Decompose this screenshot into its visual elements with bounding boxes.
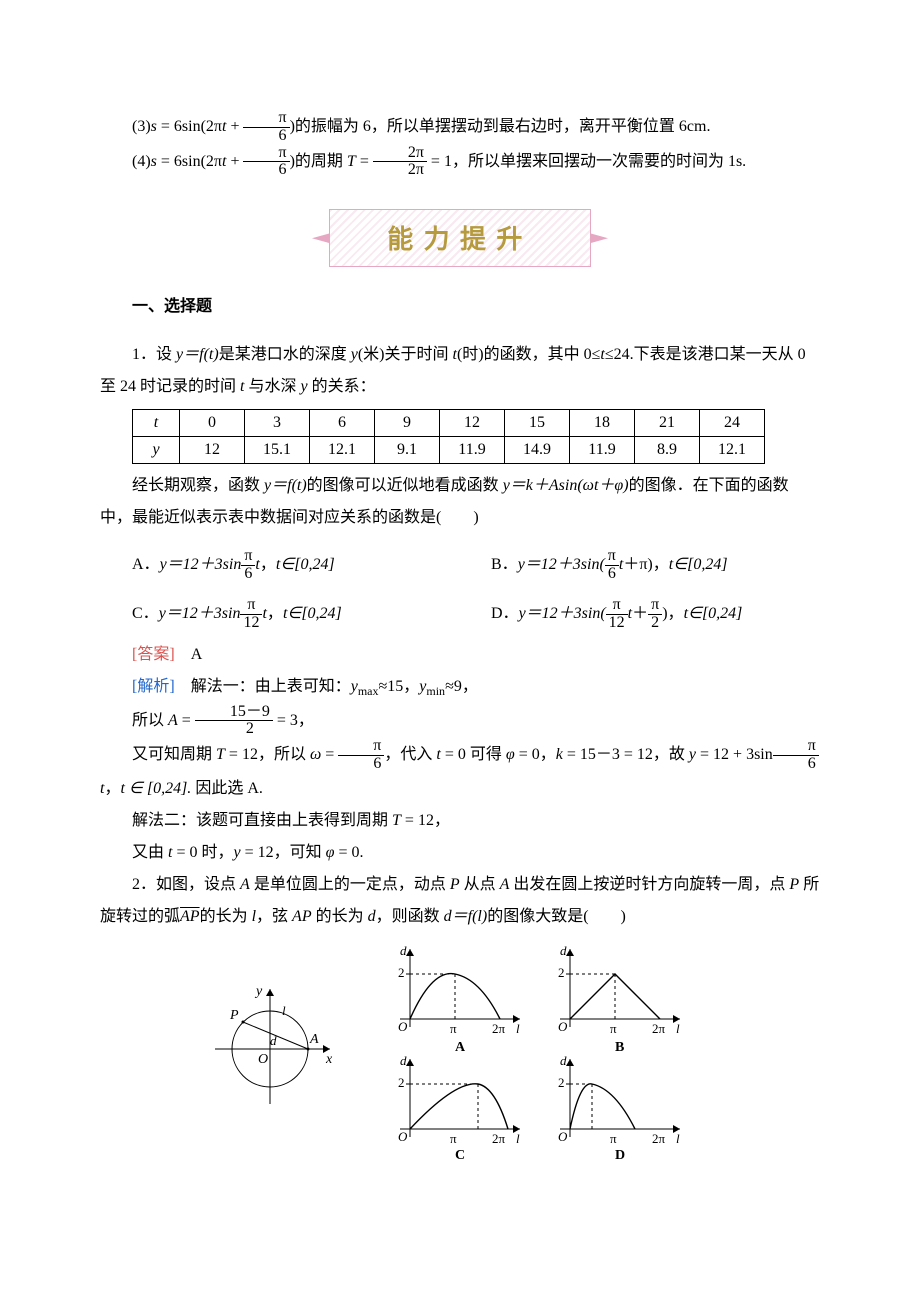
q1-stem-2: 经长期观察，函数 y＝f(t)的图像可以近似地看成函数 y＝k＋Asin(ωt＋… bbox=[100, 470, 820, 534]
svg-text:P: P bbox=[229, 1008, 239, 1023]
q1-option-c: C．y＝12＋3sinπ12t，t∈[0,24] bbox=[132, 597, 461, 632]
svg-text:y: y bbox=[254, 984, 263, 999]
q1-solution-method2-2: 又由 t = 0 时，y = 12，可知 φ = 0. bbox=[100, 837, 820, 869]
svg-text:π: π bbox=[450, 1131, 457, 1146]
svg-text:O: O bbox=[398, 1129, 408, 1144]
q1-answer: [答案] A bbox=[100, 639, 820, 671]
q2-figures: P A d l O x y O 2 bbox=[100, 939, 820, 1171]
svg-text:2π: 2π bbox=[492, 1021, 506, 1036]
q1-data-table: t 03691215182124 y 1215.112.19.111.914.9… bbox=[132, 409, 765, 464]
intro-line-4: (4)s = 6sin(2πt + π6)的周期 T = 2π2π = 1，所以… bbox=[100, 145, 820, 180]
svg-text:O: O bbox=[258, 1052, 268, 1067]
svg-text:2π: 2π bbox=[652, 1021, 666, 1036]
svg-text:2: 2 bbox=[398, 1075, 405, 1090]
svg-text:d: d bbox=[560, 943, 567, 958]
svg-text:2π: 2π bbox=[652, 1131, 666, 1146]
svg-text:l: l bbox=[516, 1131, 520, 1146]
svg-text:d: d bbox=[560, 1053, 567, 1068]
svg-text:x: x bbox=[325, 1052, 333, 1067]
svg-text:B: B bbox=[615, 1040, 624, 1055]
svg-text:d: d bbox=[270, 1033, 277, 1048]
section-banner: 能力提升 bbox=[329, 209, 591, 267]
section-1-heading: 一、选择题 bbox=[100, 291, 820, 323]
table-row: y 1215.112.19.111.914.911.98.912.1 bbox=[133, 437, 765, 464]
svg-text:O: O bbox=[558, 1019, 568, 1034]
q1-option-b: B．y＝12＋3sin(π6t＋π)，t∈[0,24] bbox=[491, 548, 820, 583]
table-row: t 03691215182124 bbox=[133, 410, 765, 437]
q1-solution-A: 所以 A = 15－92 = 3， bbox=[100, 704, 820, 739]
q1-solution-omega: 又可知周期 T = 12，所以 ω = π6，代入 t = 0 可得 φ = 0… bbox=[100, 738, 820, 805]
svg-text:A: A bbox=[309, 1032, 319, 1047]
q1-option-a: A．y＝12＋3sinπ6t，t∈[0,24] bbox=[132, 548, 461, 583]
q1-solution-1: [解析] 解法一：由上表可知：ymax≈15，ymin≈9， bbox=[100, 671, 820, 703]
q1-solution-method2-1: 解法二：该题可直接由上表得到周期 T = 12， bbox=[100, 805, 820, 837]
svg-text:l: l bbox=[676, 1131, 680, 1146]
svg-text:d: d bbox=[400, 1053, 407, 1068]
svg-text:l: l bbox=[282, 1003, 286, 1018]
svg-text:π: π bbox=[610, 1131, 617, 1146]
svg-text:O: O bbox=[398, 1019, 408, 1034]
intro-line-3: (3)s = 6sin(2πt + π6)的振幅为 6，所以单摆摆动到最右边时，… bbox=[100, 110, 820, 145]
q1-stem-1: 1．设 y＝f(t)是某港口水的深度 y(米)关于时间 t(时)的函数，其中 0… bbox=[100, 339, 820, 403]
svg-text:D: D bbox=[615, 1148, 625, 1159]
svg-text:O: O bbox=[558, 1129, 568, 1144]
q1-option-d: D．y＝12＋3sin(π12t＋π2)，t∈[0,24] bbox=[491, 597, 820, 632]
svg-text:l: l bbox=[676, 1021, 680, 1036]
q1-options: A．y＝12＋3sinπ6t，t∈[0,24] B．y＝12＋3sin(π6t＋… bbox=[132, 548, 820, 631]
svg-text:2π: 2π bbox=[492, 1131, 506, 1146]
svg-text:C: C bbox=[455, 1148, 465, 1159]
svg-text:2: 2 bbox=[398, 965, 405, 980]
svg-text:d: d bbox=[400, 943, 407, 958]
svg-text:2: 2 bbox=[558, 1075, 565, 1090]
svg-text:l: l bbox=[516, 1021, 520, 1036]
svg-text:2: 2 bbox=[558, 965, 565, 980]
svg-text:A: A bbox=[455, 1040, 466, 1055]
svg-text:π: π bbox=[450, 1021, 457, 1036]
svg-text:π: π bbox=[610, 1021, 617, 1036]
q2-stem: 2．如图，设点 A 是单位圆上的一定点，动点 P 从点 A 出发在圆上按逆时针方… bbox=[100, 869, 820, 933]
